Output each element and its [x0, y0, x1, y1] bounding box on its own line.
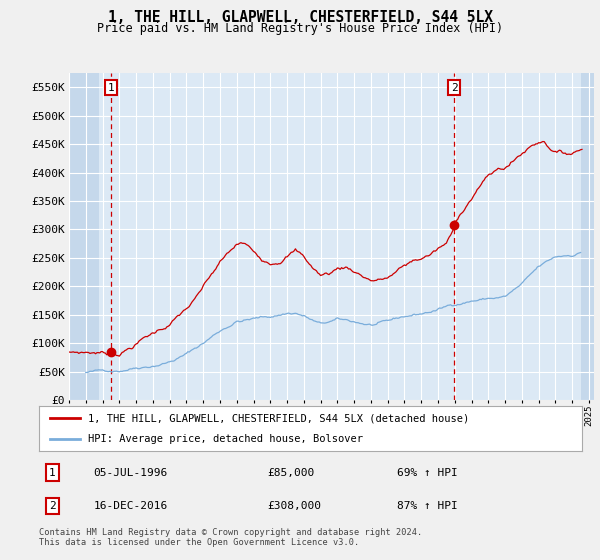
- Text: 1: 1: [49, 468, 56, 478]
- Text: £85,000: £85,000: [267, 468, 314, 478]
- Text: 2: 2: [49, 501, 56, 511]
- Text: £308,000: £308,000: [267, 501, 321, 511]
- Text: 05-JUL-1996: 05-JUL-1996: [94, 468, 167, 478]
- Text: 16-DEC-2016: 16-DEC-2016: [94, 501, 167, 511]
- Text: 2: 2: [451, 82, 457, 92]
- Text: 1: 1: [108, 82, 115, 92]
- Bar: [581, 73, 598, 400]
- Bar: [69, 73, 99, 400]
- Text: Price paid vs. HM Land Registry's House Price Index (HPI): Price paid vs. HM Land Registry's House …: [97, 22, 503, 35]
- Text: 87% ↑ HPI: 87% ↑ HPI: [397, 501, 458, 511]
- Text: 69% ↑ HPI: 69% ↑ HPI: [397, 468, 458, 478]
- Text: HPI: Average price, detached house, Bolsover: HPI: Average price, detached house, Bols…: [88, 433, 363, 444]
- Text: 1, THE HILL, GLAPWELL, CHESTERFIELD, S44 5LX: 1, THE HILL, GLAPWELL, CHESTERFIELD, S44…: [107, 10, 493, 25]
- Text: Contains HM Land Registry data © Crown copyright and database right 2024.
This d: Contains HM Land Registry data © Crown c…: [39, 528, 422, 547]
- Text: 1, THE HILL, GLAPWELL, CHESTERFIELD, S44 5LX (detached house): 1, THE HILL, GLAPWELL, CHESTERFIELD, S44…: [88, 413, 469, 423]
